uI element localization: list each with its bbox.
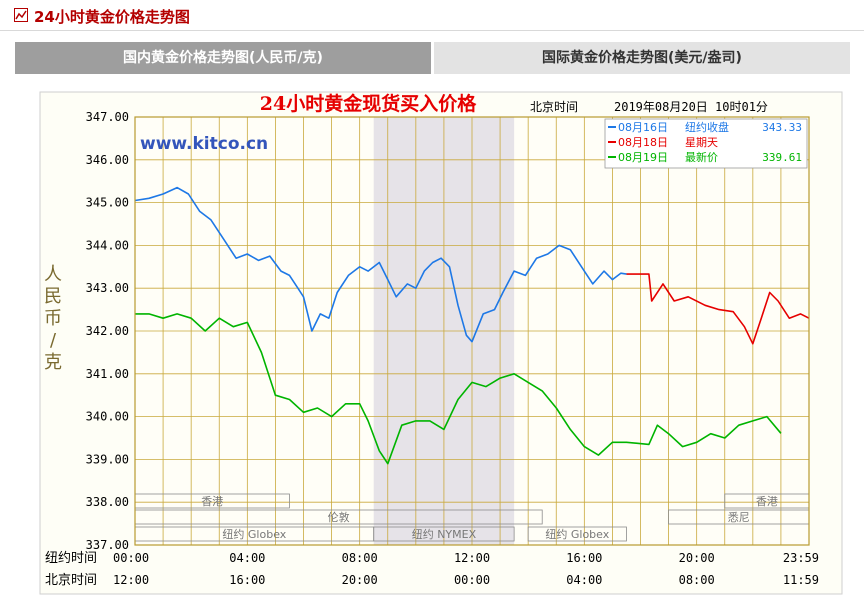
y-axis-label-char: 民	[44, 286, 62, 307]
session-label: 纽约 NYMEX	[412, 527, 477, 541]
x-tick-label-ny: 12:00	[454, 551, 490, 565]
timestamp: 2019年08月20日 10时01分	[614, 100, 768, 114]
y-tick-label: 344.00	[86, 238, 129, 252]
x-row-label-bj: 北京时间	[45, 573, 97, 588]
y-tick-label: 337.00	[86, 538, 129, 552]
x-tick-label-bj: 00:00	[454, 573, 490, 587]
session-label: 伦敦	[328, 510, 350, 524]
session-label: 香港	[201, 495, 223, 508]
page-title: 24小时黄金价格走势图	[34, 8, 190, 26]
header-bar: 24小时黄金价格走势图	[0, 0, 864, 31]
tab-domestic-gold[interactable]: 国内黄金价格走势图(人民币/克)	[15, 42, 431, 74]
session-bar	[527, 526, 627, 542]
y-axis-label-char: 人	[44, 264, 62, 285]
legend-date: 08月16日	[618, 121, 668, 134]
x-tick-label-ny: 08:00	[342, 551, 378, 565]
chart-title: 24小时黄金现货买入价格	[260, 92, 477, 115]
x-row-label-ny: 纽约时间	[45, 551, 97, 566]
x-tick-label-ny: 00:00	[113, 551, 149, 565]
y-tick-label: 342.00	[86, 324, 129, 338]
y-tick-label: 347.00	[86, 110, 129, 124]
plot-border	[134, 116, 810, 546]
x-tick-label-bj: 08:00	[679, 573, 715, 587]
session-label: 纽约 Globex	[222, 527, 286, 541]
y-tick-label: 340.00	[86, 410, 129, 424]
session-label: 纽约 Globex	[545, 527, 609, 541]
x-tick-label-ny: 23:59	[783, 551, 819, 565]
x-tick-label-bj: 04:00	[566, 573, 602, 587]
y-tick-label: 343.00	[86, 281, 129, 295]
x-tick-label-bj: 16:00	[229, 573, 265, 587]
series-line-3	[135, 313, 782, 465]
legend-label: 纽约收盘	[685, 120, 729, 134]
timezone-label: 北京时间	[530, 100, 578, 114]
legend-value: 339.61	[762, 151, 802, 164]
session-label: 悉尼	[728, 511, 750, 524]
kitco-watermark: www.kitco.cn	[140, 134, 268, 154]
x-tick-label-ny: 04:00	[229, 551, 265, 565]
y-tick-label: 346.00	[86, 153, 129, 167]
legend-value: 343.33	[762, 121, 802, 134]
x-tick-label-bj: 20:00	[342, 573, 378, 587]
y-tick-label: 339.00	[86, 452, 129, 466]
session-label: 香港	[756, 495, 778, 508]
series-line-2	[626, 273, 810, 345]
y-tick-label: 345.00	[86, 196, 129, 210]
legend-date: 08月19日	[618, 151, 668, 164]
x-tick-label-ny: 20:00	[679, 551, 715, 565]
legend-date: 08月18日	[618, 136, 668, 149]
legend-label: 星期天	[685, 136, 718, 149]
y-axis-label-char: /	[50, 330, 57, 351]
session-bar	[373, 526, 515, 542]
legend-box	[604, 118, 808, 169]
y-tick-label: 341.00	[86, 367, 129, 381]
y-axis-label-char: 克	[44, 352, 62, 373]
legend-label: 最新价	[685, 150, 718, 164]
y-tick-label: 338.00	[86, 495, 129, 509]
x-tick-label-bj: 11:59	[783, 573, 819, 587]
y-axis-label: 人民币/克	[44, 264, 62, 373]
x-tick-label-bj: 12:00	[113, 573, 149, 587]
chart-icon	[14, 8, 28, 22]
tab-international-gold[interactable]: 国际黄金价格走势图(美元/盎司)	[434, 42, 850, 74]
y-axis-label-char: 币	[44, 308, 62, 329]
x-tick-label-ny: 16:00	[566, 551, 602, 565]
series-line-1	[134, 186, 627, 343]
